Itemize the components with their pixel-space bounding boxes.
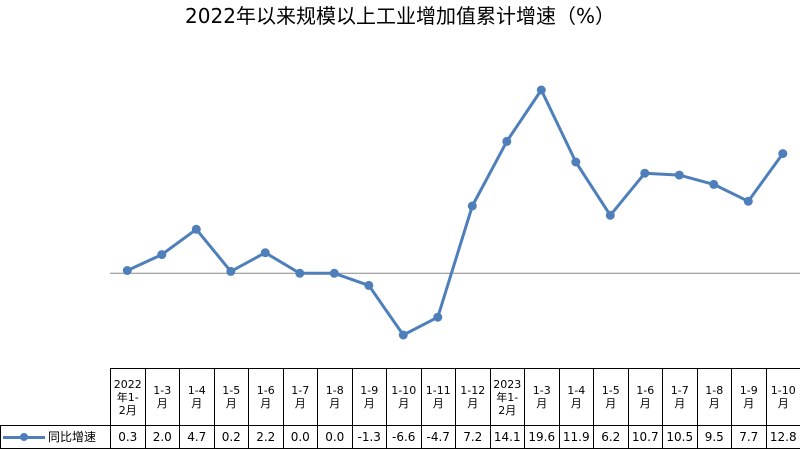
category-label: 1-5 月 [593,368,629,426]
value-cell: 14.1 [489,425,525,449]
category-label: 1-6 月 [627,368,663,426]
category-label-text: 1-7 月 [670,384,689,410]
data-point [260,248,270,258]
data-point [502,136,512,146]
category-label: 2023 年1- 2月 [489,368,525,426]
category-label: 1-3 月 [144,368,180,426]
data-point [467,201,477,211]
category-label-text: 1-11 月 [425,384,451,410]
value-cell: 2.0 [144,425,180,449]
category-label-text: 1-4 月 [187,384,206,410]
category-label: 1-3 月 [524,368,560,426]
category-label: 1-4 月 [558,368,594,426]
value-cell: 10.5 [662,425,698,449]
data-point [191,224,201,234]
category-label-text: 1-5 月 [601,384,620,410]
value-cell: 7.7 [731,425,767,449]
category-label-text: 1-9 月 [739,384,758,410]
data-point [778,149,788,159]
category-label: 1-6 月 [248,368,284,426]
category-label-text: 1-8 月 [705,384,724,410]
data-point [605,210,615,220]
category-label: 1-7 月 [662,368,698,426]
category-label-text: 1-8 月 [325,384,344,410]
data-point [122,266,132,275]
category-label-text: 2022 年1- 2月 [113,377,142,417]
category-label-text: 1-4 月 [567,384,586,410]
data-table: 2022 年1- 2月 1-3 月 1-4 月 1-5 月 1-6 月 1-7 月 1-8 … [0,368,800,449]
value-cell: -4.7 [420,425,456,449]
table-corner [0,368,111,426]
category-label-text: 1-6 月 [636,384,655,410]
data-point [536,85,546,95]
category-label: 1-9 月 [731,368,767,426]
category-label: 1-8 月 [317,368,353,426]
value-cell: 6.2 [593,425,629,449]
data-point [157,250,167,260]
value-cell: 0.0 [282,425,318,449]
line-chart [110,85,800,340]
data-point [640,168,650,178]
legend-entry: 同比增速 [0,425,111,449]
category-label-text: 1-9 月 [360,384,379,410]
category-label: 1-12 月 [455,368,491,426]
value-cell: 4.7 [179,425,215,449]
category-label-text: 1-6 月 [256,384,275,410]
series-line [126,88,785,337]
chart-title: 2022年以来规模以上工业增加值累计增速（%） [185,4,615,28]
category-label-text: 1-5 月 [222,384,241,410]
category-label: 1-8 月 [696,368,732,426]
value-cell: 19.6 [524,425,560,449]
data-point [743,196,753,206]
category-label-text: 1-12 月 [460,384,486,410]
category-label: 1-11 月 [420,368,456,426]
category-header-row: 2022 年1- 2月 1-3 月 1-4 月 1-5 月 1-6 月 1-7 月 1-8 … [0,368,800,426]
category-label-text: 1-7 月 [291,384,310,410]
category-label-text: 2023 年1- 2月 [493,377,522,417]
data-point [329,268,339,278]
category-label-text: 1-10 月 [391,384,417,410]
series-value-row: 同比增速 0.3 2.0 4.7 0.2 2.2 0.0 0.0 -1.3 -6.6 -4.7 7.… [0,425,800,449]
value-cell: -1.3 [351,425,387,449]
value-cell: 10.7 [627,425,663,449]
series-points [122,85,788,340]
data-point [674,170,684,180]
legend-line-marker-icon [3,431,45,443]
value-cell: 2.2 [248,425,284,449]
category-label: 1-7 月 [282,368,318,426]
category-label: 1-4 月 [179,368,215,426]
category-label-text: 1-3 月 [153,384,172,410]
data-point [709,179,719,189]
value-cell: 9.5 [696,425,732,449]
value-cell: 7.2 [455,425,491,449]
data-point [433,312,443,322]
data-point [364,280,374,290]
value-cell: 11.9 [558,425,594,449]
category-label-text: 1-10 月 [770,384,796,410]
value-cell: -6.6 [386,425,422,449]
data-point [295,268,305,278]
category-label: 2022 年1- 2月 [110,368,146,426]
category-label: 1-5 月 [213,368,249,426]
data-point [398,330,408,340]
category-label: 1-9 月 [351,368,387,426]
value-cell: 0.2 [213,425,249,449]
data-point [571,157,581,167]
value-cell: 0.3 [110,425,146,449]
category-label-text: 1-3 月 [532,384,551,410]
data-point [226,266,236,276]
legend-label: 同比增速 [48,429,97,444]
value-cell: 0.0 [317,425,353,449]
category-label: 1-10 月 [386,368,422,426]
category-label: 1-10 月 [765,368,800,426]
value-cell: 12.8 [765,425,800,449]
